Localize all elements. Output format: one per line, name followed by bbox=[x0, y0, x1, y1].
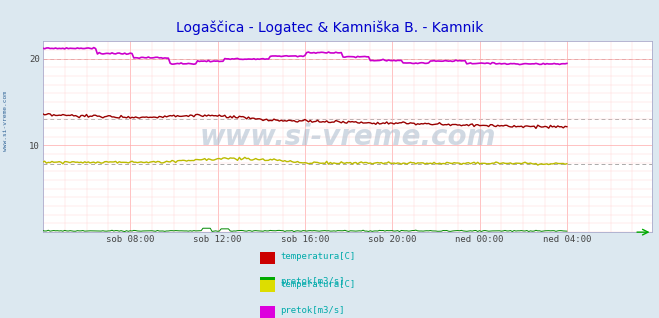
Text: www.si-vreme.com: www.si-vreme.com bbox=[200, 123, 496, 151]
Text: www.si-vreme.com: www.si-vreme.com bbox=[3, 91, 9, 151]
Text: Logaščica - Logatec & Kamniška B. - Kamnik: Logaščica - Logatec & Kamniška B. - Kamn… bbox=[176, 21, 483, 35]
Text: pretok[m3/s]: pretok[m3/s] bbox=[280, 306, 345, 315]
Text: temperatura[C]: temperatura[C] bbox=[280, 252, 355, 261]
Text: temperatura[C]: temperatura[C] bbox=[280, 280, 355, 289]
Text: pretok[m3/s]: pretok[m3/s] bbox=[280, 277, 345, 286]
